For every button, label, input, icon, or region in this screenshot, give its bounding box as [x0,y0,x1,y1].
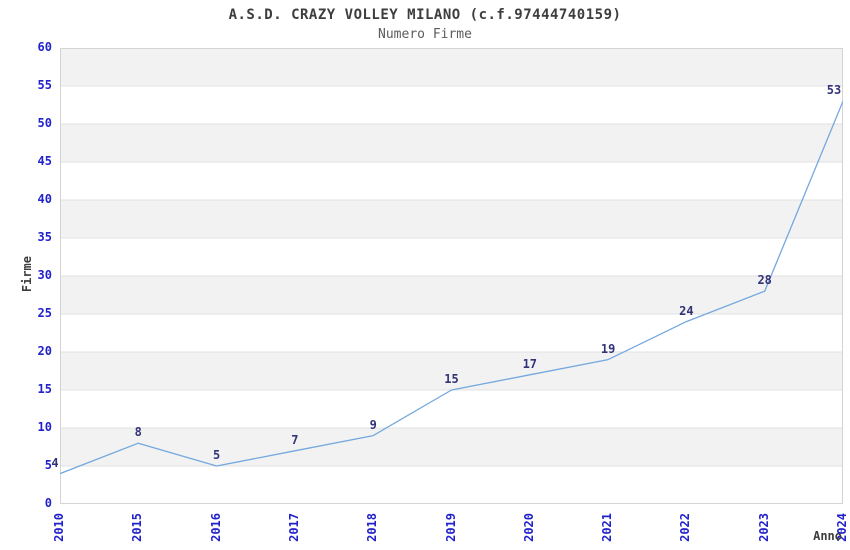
data-point-label: 8 [134,425,142,440]
y-tick-label: 10 [37,420,52,434]
grid-band [60,200,843,238]
x-axis-title: Anno [813,529,842,543]
y-tick-label: 50 [37,116,52,130]
data-point-label: 17 [522,356,538,371]
x-tick-label: 2020 [521,513,536,542]
x-tick-label: 2018 [365,513,380,542]
data-point-label: 5 [212,448,221,462]
x-tick-label: 2021 [600,513,615,542]
grid-band [60,48,843,86]
y-tick-label: 20 [37,344,52,358]
line-plot-svg [60,48,843,504]
y-tick-label: 40 [37,192,52,206]
y-tick-label: 30 [37,268,52,282]
grid-band [60,428,843,466]
chart-subtitle: Numero Firme [378,27,472,42]
data-point-label: 24 [679,303,694,318]
data-point-label: 7 [291,432,299,447]
y-tick-label: 45 [37,154,52,168]
data-point-label: 15 [444,372,459,386]
x-tick-label: 2019 [443,513,458,542]
chart-title: A.S.D. CRAZY VOLLEY MILANO (c.f.97444740… [228,7,622,23]
y-tick-label: 60 [37,40,52,54]
y-tick-label: 5 [44,458,52,472]
x-tick-label: 2023 [756,513,771,542]
x-tick-label: 2010 [52,513,66,542]
data-point-label: 19 [600,341,616,356]
plot-area: 4 8 5 7 9 15 17 19 24 28 53 [51,48,843,504]
x-tick-label: 2022 [678,513,693,542]
grid-band [60,276,843,314]
data-point-label: 53 [826,83,842,98]
y-tick-label: 55 [37,78,52,92]
y-tick-label: 25 [37,306,52,320]
plot-border [60,48,843,504]
data-point-label: 4 [51,455,59,470]
y-tick-label: 15 [37,382,52,396]
data-line [60,100,843,475]
y-tick-label: 0 [44,496,52,510]
grid-band [60,124,843,162]
x-tick-label: 2015 [130,513,145,542]
data-point-label: 28 [757,273,772,288]
y-tick-label: 35 [37,230,52,244]
grid-band [60,352,843,390]
x-tick-label: 2016 [208,513,223,542]
data-point-label: 9 [369,417,377,432]
x-tick-label: 2017 [286,513,301,542]
